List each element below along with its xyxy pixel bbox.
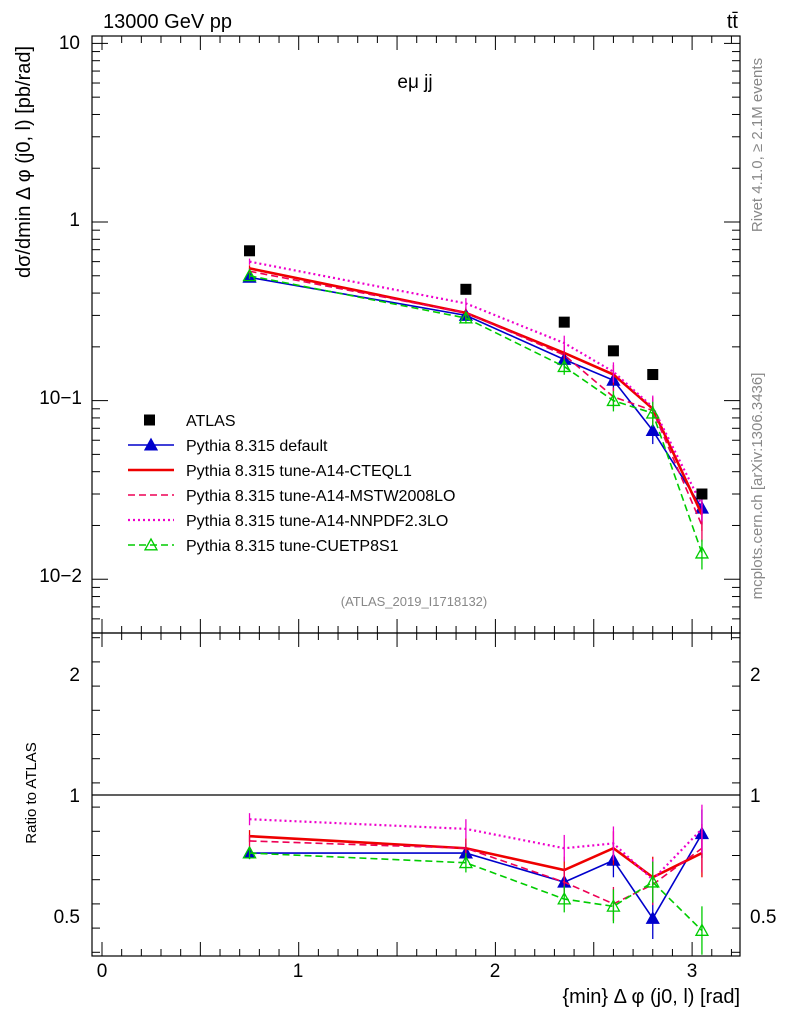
series-point [645,405,660,419]
atlas-data-point [607,345,619,357]
ratio-tick-label: 0.5 [54,907,80,928]
x-axis-label: {min} Δ φ (j0, l) [rad] [563,986,741,1008]
ratio-point [557,891,572,905]
ratio-point [694,923,710,936]
y-tick-label: 1 [69,210,80,231]
series-line [249,276,703,509]
ratio-tick-label: 1 [69,786,80,807]
y-tick-label: 10−2 [39,566,82,587]
ratio-series-line [249,840,703,905]
x-tick-label: 3 [687,961,698,982]
series-point [557,359,572,373]
ratio-point [645,874,660,888]
legend-label: Pythia 8.315 tune-CUETP8S1 [186,538,399,555]
series-line [249,270,703,526]
series-point [606,393,621,407]
x-tick-label: 2 [490,961,501,982]
ratio-tick-label-right: 0.5 [750,907,776,928]
atlas-data-point [244,245,256,257]
ratio-tick-label-right: 2 [750,665,761,686]
legend-label: Pythia 8.315 default [186,438,328,455]
atlas-data-point [647,369,659,381]
legend-marker [143,537,159,551]
ratio-tick-label: 2 [69,665,80,686]
beam-label: 13000 GeV pp [103,11,232,33]
channel-label: eμ jj [397,72,432,93]
ratio-point [458,855,473,869]
ratio-series-line [249,834,703,879]
y-tick-label: 10−1 [39,388,82,409]
ratio-y-axis-label: Ratio to ATLAS [23,742,40,843]
ratio-series-layer [242,804,710,955]
series-point [694,545,710,559]
ratio-point [606,898,621,912]
series-point [458,310,473,324]
atlas-data-point [460,283,472,295]
legend: ATLAS Pythia 8.315 default Pythia 8.315 tu… [128,413,455,555]
ratio-point [242,845,257,859]
series-point [645,423,660,436]
ratio-series-line [249,833,703,920]
series-line [249,267,704,516]
legend-marker-atlas [144,414,155,426]
series-point [242,268,257,282]
analysis-id-label: (ATLAS_2019_I1718132) [341,594,487,609]
series-line [249,274,703,554]
y-tick-label: 10 [59,33,80,54]
ratio-tick-label-right: 1 [750,786,761,807]
x-tick-label: 0 [97,961,108,982]
main-series-layer [242,258,710,570]
axis-ticks [92,36,740,956]
y-axis-label: dσ/dmin Δ φ (j0, l) [pb/rad] [13,46,35,278]
atlas-data-point [558,316,570,328]
ratio-series-line [249,852,703,932]
rivet-label: Rivet 4.1.0, ≥ 2.1M events [749,58,766,232]
mcplots-label: mcplots.cern.ch [arXiv:1306.3436] [749,373,766,600]
legend-label: Pythia 8.315 tune-A14-MSTW2008LO [186,488,455,505]
atlas-data-layer [244,245,708,500]
ratio-point [645,911,660,924]
legend-label: Pythia 8.315 tune-A14-CTEQL1 [186,463,412,480]
legend-label: ATLAS [186,413,236,430]
legend-marker [143,437,159,451]
atlas-data-point [696,488,708,500]
ratio-series-line [249,818,703,882]
x-tick-label: 1 [293,961,304,982]
process-label: tt̄ [727,11,739,33]
legend-label: Pythia 8.315 tune-A14-NNPDF2.3LO [186,513,448,530]
